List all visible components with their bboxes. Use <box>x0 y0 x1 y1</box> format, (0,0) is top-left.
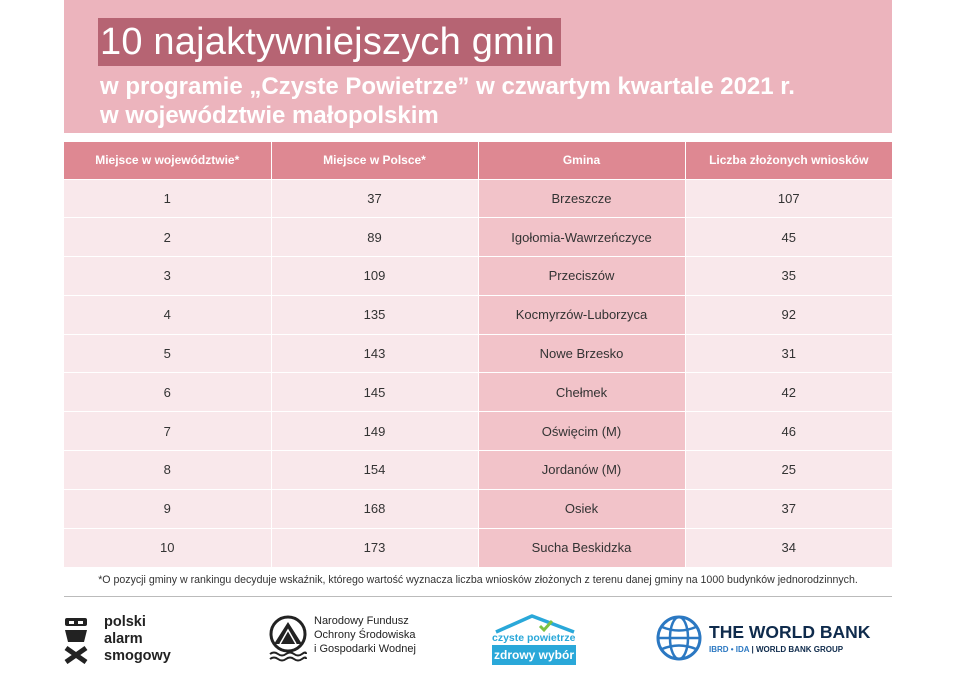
psa-logo-text: polski alarm smogowy <box>104 614 171 664</box>
cell-poland-rank: 154 <box>271 450 479 490</box>
cell-gmina: Przeciszów <box>478 256 686 296</box>
cell-voivodeship-rank: 1 <box>64 178 272 218</box>
table-row: 10 173 Sucha Beskidzka 34 <box>64 527 892 567</box>
cell-gmina: Nowe Brzesko <box>478 333 686 373</box>
table-row: 5 143 Nowe Brzesko 31 <box>64 333 892 373</box>
psa-logo-icon <box>64 618 88 664</box>
cell-voivodeship-rank: 4 <box>64 294 272 335</box>
cell-applications: 107 <box>685 178 892 218</box>
cell-poland-rank: 143 <box>271 333 479 373</box>
cell-poland-rank: 135 <box>271 294 479 335</box>
cell-poland-rank: 109 <box>271 256 479 296</box>
globe-icon <box>656 615 702 661</box>
table-row: 7 149 Oświęcim (M) 46 <box>64 411 892 451</box>
psa-logo: polski alarm smogowy <box>62 612 202 668</box>
cell-applications: 34 <box>685 527 892 567</box>
cell-applications: 92 <box>685 294 892 335</box>
table-row: 9 168 Osiek 37 <box>64 488 892 529</box>
cell-voivodeship-rank: 5 <box>64 333 272 373</box>
cell-voivodeship-rank: 8 <box>64 450 272 490</box>
nfosigw-logo-icon <box>269 615 307 662</box>
cell-applications: 25 <box>685 450 892 490</box>
cell-voivodeship-rank: 7 <box>64 411 272 451</box>
table-row: 2 89 Igołomia-Wawrzeńczyce 45 <box>64 217 892 257</box>
page-subtitle-line1: w programie „Czyste Powietrze” w czwarty… <box>100 73 795 100</box>
cell-poland-rank: 149 <box>271 411 479 451</box>
world-bank-name: THE WORLD BANK <box>709 622 871 642</box>
cell-applications: 42 <box>685 372 892 412</box>
cell-gmina: Chełmek <box>478 372 686 412</box>
czyste-powietrze-text: czyste powietrze <box>492 632 576 644</box>
column-header-voivodeship-rank: Miejsce w województwie* <box>64 142 272 179</box>
cell-voivodeship-rank: 6 <box>64 372 272 412</box>
cell-gmina: Sucha Beskidzka <box>478 527 686 567</box>
cell-poland-rank: 173 <box>271 527 479 567</box>
page-title: 10 najaktywniejszych gmin <box>98 18 561 66</box>
column-header-poland-rank: Miejsce w Polsce* <box>271 142 479 179</box>
ranking-table: Miejsce w województwie* Miejsce w Polsce… <box>64 142 892 567</box>
table-header-row: Miejsce w województwie* Miejsce w Polsce… <box>64 142 892 179</box>
cell-gmina: Kocmyrzów-Luborzyca <box>478 294 686 335</box>
table-row: 1 37 Brzeszcze 107 <box>64 178 892 218</box>
column-header-gmina: Gmina <box>478 142 686 179</box>
cell-gmina: Oświęcim (M) <box>478 411 686 451</box>
nfosigw-logo-text: Narodowy Fundusz Ochrony Środowiska i Go… <box>314 615 416 655</box>
czyste-powietrze-logo: czyste powietrze zdrowy wybór <box>492 612 582 668</box>
zdrowy-wybor-text: zdrowy wybór <box>492 645 576 665</box>
world-bank-subtitle: IBRD • IDA | WORLD BANK GROUP <box>709 645 844 654</box>
column-header-applications: Liczba złożonych wniosków <box>685 142 892 179</box>
cell-applications: 45 <box>685 217 892 257</box>
cell-applications: 35 <box>685 256 892 296</box>
cell-gmina: Brzeszcze <box>478 178 686 218</box>
cell-poland-rank: 145 <box>271 372 479 412</box>
nfosigw-logo: Narodowy Fundusz Ochrony Środowiska i Go… <box>268 612 438 668</box>
cell-gmina: Osiek <box>478 488 686 529</box>
house-roof-icon <box>495 614 575 634</box>
cell-gmina: Igołomia-Wawrzeńczyce <box>478 217 686 257</box>
table-row: 6 145 Chełmek 42 <box>64 372 892 412</box>
footnote: *O pozycji gminy w rankingu decyduje wsk… <box>98 574 858 586</box>
cell-voivodeship-rank: 9 <box>64 488 272 529</box>
cell-applications: 37 <box>685 488 892 529</box>
table-row: 3 109 Przeciszów 35 <box>64 256 892 296</box>
cell-applications: 46 <box>685 411 892 451</box>
cell-voivodeship-rank: 3 <box>64 256 272 296</box>
cell-poland-rank: 37 <box>271 178 479 218</box>
cell-gmina: Jordanów (M) <box>478 450 686 490</box>
cell-poland-rank: 168 <box>271 488 479 529</box>
table-row: 8 154 Jordanów (M) 25 <box>64 450 892 490</box>
page-subtitle-line2: w województwie małopolskim <box>100 102 439 129</box>
cell-applications: 31 <box>685 333 892 373</box>
cell-voivodeship-rank: 2 <box>64 217 272 257</box>
cell-voivodeship-rank: 10 <box>64 527 272 567</box>
cell-poland-rank: 89 <box>271 217 479 257</box>
world-bank-logo: THE WORLD BANK IBRD • IDA | WORLD BANK G… <box>655 612 895 668</box>
divider <box>64 596 892 597</box>
table-row: 4 135 Kocmyrzów-Luborzyca 92 <box>64 294 892 335</box>
